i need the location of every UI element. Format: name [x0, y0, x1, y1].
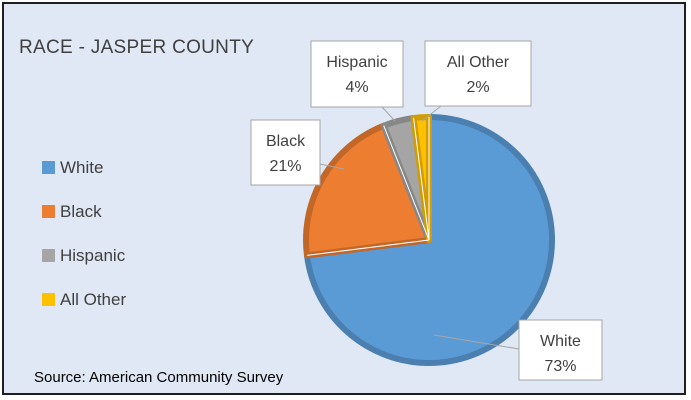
- pie-chart: RACE - JASPER COUNTY White Black Hispanic A…: [19, 37, 603, 386]
- legend-swatch-black: [42, 205, 55, 218]
- leader-line-all-other: [421, 105, 442, 122]
- data-label-value-hispanic: 4%: [345, 79, 368, 96]
- leader-line-white: [433, 334, 520, 350]
- legend-swatch-all-other: [42, 293, 55, 306]
- legend-swatch-hispanic: [42, 249, 55, 262]
- data-label-box-all-other: [424, 40, 532, 107]
- leader-line-black: [319, 163, 345, 170]
- pie-slices: [303, 114, 555, 366]
- legend: White Black Hispanic All Other: [42, 158, 126, 309]
- slice-separator: [383, 125, 430, 241]
- data-label-category-all-other: All Other: [447, 54, 510, 71]
- leader-line-hispanic: [381, 106, 396, 122]
- data-label-value-all-other: 2%: [466, 79, 489, 96]
- data-labels: White 73% Black 21% Hispanic 4% All Other 2%: [250, 40, 603, 381]
- legend-label-hispanic: Hispanic: [60, 246, 126, 265]
- pie-slice-black: [303, 122, 432, 259]
- slice-separator: [413, 117, 430, 241]
- legend-swatch-white: [42, 161, 55, 174]
- data-label-category-hispanic: Hispanic: [326, 54, 387, 71]
- legend-label-white: White: [60, 158, 103, 177]
- data-label-value-black: 21%: [269, 158, 301, 175]
- data-label-category-black: Black: [266, 133, 306, 150]
- data-label-category-white: White: [540, 333, 581, 350]
- chart-title: RACE - JASPER COUNTY: [19, 37, 254, 58]
- chart-area: RACE - JASPER COUNTY White Black Hispanic A…: [2, 2, 686, 395]
- legend-label-all-other: All Other: [60, 290, 126, 309]
- legend-label-black: Black: [60, 202, 102, 221]
- data-label-box-white: [518, 319, 603, 381]
- data-label-value-white: 73%: [544, 358, 576, 375]
- source-note: Source: American Community Survey: [34, 369, 284, 386]
- data-label-box-hispanic: [310, 40, 404, 108]
- data-label-box-black: [250, 119, 321, 186]
- slice-separator: [306, 239, 430, 256]
